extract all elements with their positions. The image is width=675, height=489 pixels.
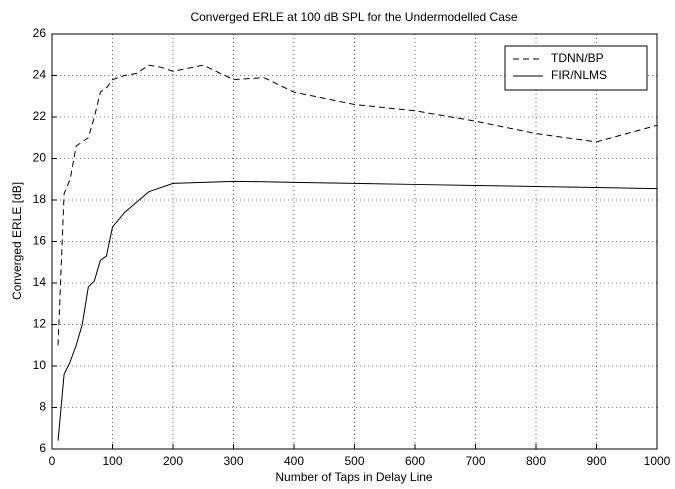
y-axis-label: Converged ERLE [dB] — [10, 182, 24, 300]
x-tick-label: 200 — [163, 454, 183, 468]
y-tick-label: 6 — [39, 441, 46, 455]
plot-frame — [51, 33, 658, 450]
y-tick-label: 24 — [33, 68, 47, 82]
x-tick-label: 0 — [49, 454, 56, 468]
legend-label: FIR/NLMS — [551, 68, 607, 82]
y-tick-label: 14 — [33, 275, 47, 289]
y-tick-label: 10 — [33, 358, 47, 372]
x-tick-label: 700 — [465, 454, 485, 468]
x-axis-label: Number of Taps in Delay Line — [275, 470, 433, 484]
y-tick-label: 8 — [39, 400, 46, 414]
x-tick-label: 900 — [586, 454, 606, 468]
x-tick-label: 400 — [284, 454, 304, 468]
y-tick-label: 16 — [33, 234, 47, 248]
y-tick-label: 26 — [33, 26, 47, 40]
series-line — [57, 64, 658, 346]
x-tick-label: 600 — [405, 454, 425, 468]
x-tick-label: 300 — [223, 454, 243, 468]
legend-label: TDNN/BP — [551, 51, 604, 65]
x-tick-label: 500 — [344, 454, 364, 468]
series-line — [57, 180, 658, 441]
legend-box — [504, 45, 648, 91]
x-tick-label: 100 — [102, 454, 122, 468]
y-tick-label: 18 — [33, 192, 47, 206]
y-tick-label: 12 — [33, 317, 47, 331]
x-tick-label: 1000 — [644, 454, 671, 468]
y-tick-label: 22 — [33, 109, 47, 123]
chart-title: Converged ERLE at 100 dB SPL for the Und… — [190, 10, 517, 24]
x-tick-label: 800 — [526, 454, 546, 468]
y-tick-label: 20 — [33, 151, 47, 165]
